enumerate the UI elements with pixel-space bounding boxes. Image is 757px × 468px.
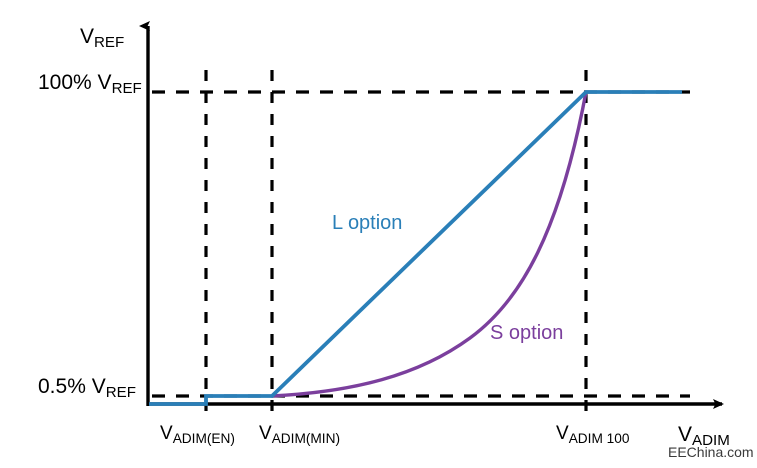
x-axis-title-main: V [678,423,693,446]
x-tick-en-subscript: ADIM(EN) [172,430,235,446]
x-axis-title: VADIM [678,423,730,448]
y-tick-100-subscript: REF [111,80,142,98]
x-axis-title-subscript: ADIM [692,432,730,450]
y-tick-label-100-percent: 100% VREF [38,71,142,96]
x-tick-min-subscript: ADIM(MIN) [271,430,341,446]
series-curve-l-option [149,90,682,406]
series-label-s-option: S option [490,322,564,344]
y-tick-0p5-subscript: REF [105,384,136,402]
y-tick-label-0p5-percent: 0.5% VREF [38,375,136,400]
x-tick-100-subscript: ADIM 100 [568,430,630,446]
y-axis-title-main: V [80,25,95,48]
x-tick-label-vadim-100: VADIM 100 [556,423,630,446]
watermark-text: EEChina.com [668,444,754,460]
y-axis-title-subscript: REF [94,34,125,52]
x-tick-100-main: V [556,423,569,444]
y-axis-title: VREF [80,25,124,50]
y-tick-0p5-prefix: 0.5% V [38,375,106,398]
y-tick-100-prefix: 100% V [38,71,112,94]
x-tick-label-vadim-min: VADIM(MIN) [259,423,341,446]
x-tick-label-vadim-en: VADIM(EN) [160,423,235,446]
series-curve-s-option [270,90,588,398]
series-label-l-option: L option [332,212,403,234]
x-tick-en-main: V [160,423,173,444]
x-tick-min-main: V [259,423,272,444]
